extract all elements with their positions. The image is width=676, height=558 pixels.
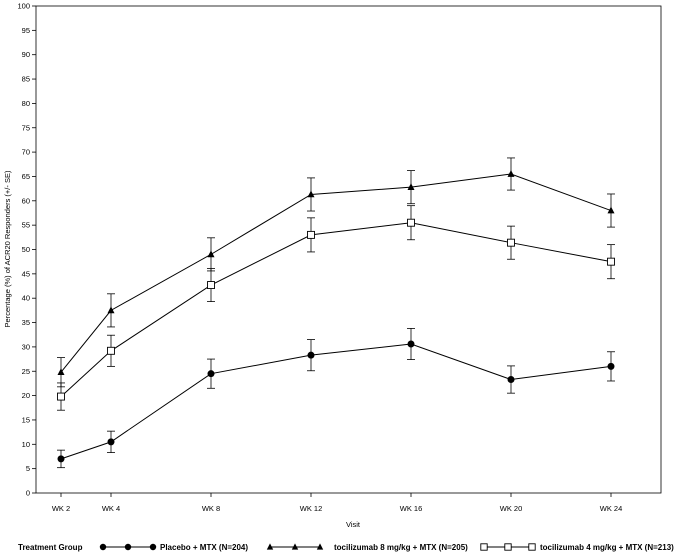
legend-label: tocilizumab 8 mg/kg + MTX (N=205) [334, 543, 468, 552]
data-point [307, 351, 315, 359]
y-tick-label: 95 [22, 26, 30, 35]
x-tick-label: WK 12 [300, 504, 323, 513]
y-tick-label: 70 [22, 148, 30, 157]
y-tick-label: 15 [22, 415, 30, 424]
y-tick-label: 40 [22, 294, 30, 303]
series-1 [57, 157, 615, 388]
y-tick-label: 50 [22, 245, 30, 254]
series-line [60, 222, 612, 397]
y-tick-label: 25 [22, 367, 30, 376]
legend-marker [124, 543, 132, 551]
y-axis-label: Percentage (%) of ACR20 Responders (+/- … [3, 170, 12, 327]
x-axis-label: Visit [346, 520, 361, 529]
x-tick-label: WK 2 [52, 504, 70, 513]
legend-marker [528, 543, 536, 551]
series-2 [57, 205, 615, 411]
legend-marker [99, 543, 107, 551]
y-tick-label: 0 [26, 489, 30, 498]
data-point [507, 238, 515, 247]
legend-label: tocilizumab 4 mg/kg + MTX (N=213) [540, 543, 674, 552]
legend-marker [504, 543, 512, 551]
data-point [57, 455, 65, 463]
x-tick-label: WK 24 [600, 504, 623, 513]
data-point [207, 250, 215, 258]
data-point [607, 362, 615, 370]
data-point [107, 346, 115, 355]
data-point [207, 370, 215, 378]
data-point [507, 376, 515, 384]
data-point [407, 183, 415, 190]
data-point [607, 257, 615, 266]
data-point [57, 368, 65, 376]
legend: Treatment Group Placebo + MTX (N=204) toc… [18, 543, 674, 552]
series-0 [57, 327, 615, 469]
x-tick-label: WK 20 [500, 504, 523, 513]
y-tick-label: 55 [22, 221, 30, 230]
y-tick-label: 90 [22, 50, 30, 59]
y-tick-label: 65 [22, 172, 30, 181]
legend-marker [149, 543, 157, 551]
y-tick-label: 85 [22, 75, 30, 84]
legend-marker [480, 543, 488, 551]
y-tick-label: 5 [26, 464, 30, 473]
data-point [407, 218, 415, 227]
x-tick-label: WK 8 [202, 504, 220, 513]
data-point [207, 281, 215, 290]
y-tick-label: 10 [22, 440, 30, 449]
legend-marker [316, 543, 324, 550]
legend-marker [291, 543, 299, 550]
data-point [407, 340, 415, 348]
x-tick-label: WK 16 [400, 504, 423, 513]
y-tick-label: 30 [22, 342, 30, 351]
data-point [107, 438, 115, 446]
series-line [60, 343, 612, 460]
y-tick-label: 60 [22, 196, 30, 205]
data-point [507, 169, 515, 177]
legend-label: Placebo + MTX (N=204) [160, 543, 248, 552]
y-tick-label: 35 [22, 318, 30, 327]
plot-frame [35, 5, 662, 494]
y-tick-label: 80 [22, 99, 30, 108]
legend-title: Treatment Group [18, 543, 83, 552]
x-axis-ticks: WK 2 WK 4 WK 8 WK 12 WK 16 WK 20 WK 24 [52, 493, 622, 513]
series-line [60, 173, 612, 373]
x-tick-label: WK 4 [102, 504, 120, 513]
y-tick-label: 75 [22, 123, 30, 132]
data-point [107, 306, 115, 314]
data-point [307, 230, 315, 239]
axes [35, 5, 662, 494]
y-axis-ticks: 0 5 10 15 20 25 30 35 40 45 50 55 60 65 70 75 80 85 90 95 10… [17, 2, 36, 498]
y-tick-label: 20 [22, 391, 30, 400]
data-point [307, 190, 315, 198]
y-tick-label: 45 [22, 269, 30, 278]
series-layer [57, 157, 615, 469]
legend-marker [266, 543, 274, 550]
data-point [607, 206, 615, 214]
y-tick-label: 100 [17, 2, 30, 11]
data-point [57, 392, 65, 401]
